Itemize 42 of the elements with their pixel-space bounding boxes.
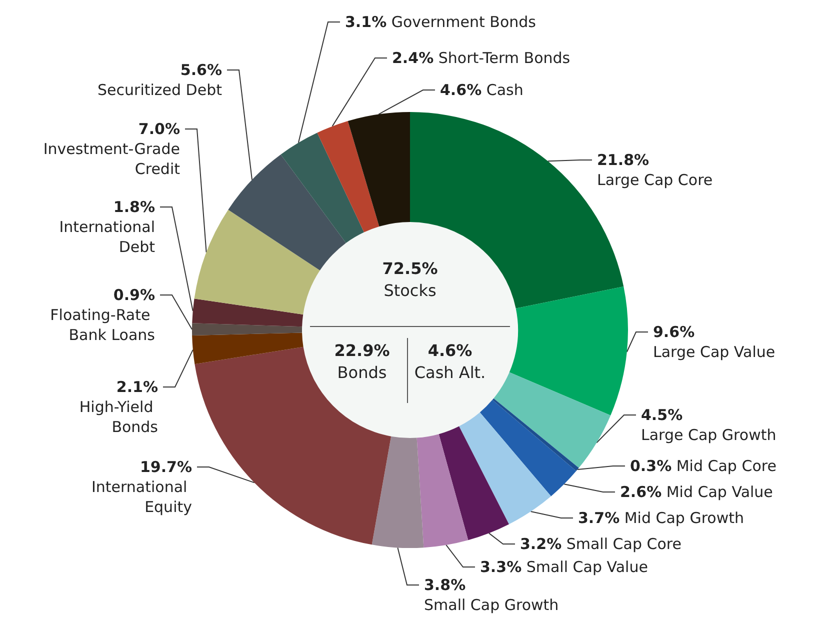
- data-label: 4.6%: [440, 81, 482, 99]
- slice-label: Mid Cap Core: [672, 457, 776, 475]
- slice-label: Floating-Rate Bank Loans: [50, 306, 156, 344]
- slice-label: Small Cap Core: [562, 535, 682, 553]
- slice-label: Short-Term Bonds: [434, 49, 570, 67]
- slice-label: International Equity: [91, 478, 192, 516]
- data-label: 2.1%: [116, 378, 158, 396]
- slice-label: Small Cap Value: [522, 558, 648, 576]
- data-label: 7.0%: [138, 120, 180, 138]
- slice-label: Mid Cap Value: [662, 483, 773, 501]
- slice-label: Investment-Grade Credit: [43, 140, 180, 178]
- data-label: 21.8%: [597, 151, 650, 169]
- slice-label: Large Cap Value: [653, 343, 776, 361]
- text: 4.6%: [428, 341, 472, 360]
- data-label: 5.6%: [180, 61, 222, 79]
- text: 72.5%: [382, 259, 438, 278]
- data-label: 2.4%: [392, 49, 434, 67]
- slice-label: Mid Cap Growth: [620, 509, 744, 527]
- slice-label: International Debt: [59, 218, 156, 256]
- data-label: 0.9%: [113, 286, 155, 304]
- data-label: 3.1%: [345, 13, 387, 31]
- data-label: 2.6%: [620, 483, 662, 501]
- data-label: 1.8%: [113, 198, 155, 216]
- data-label: 3.8%: [424, 576, 466, 594]
- slice-label: Securitized Debt: [98, 81, 222, 99]
- data-label: 3.3%: [480, 558, 522, 576]
- data-label: 4.5%: [641, 406, 683, 424]
- text: Cash Alt.: [414, 363, 486, 382]
- slice-label: High-Yield Bonds: [79, 398, 158, 436]
- data-label: 19.7%: [140, 458, 192, 476]
- data-label: 3.2%: [520, 535, 562, 553]
- slice-label: Government Bonds: [386, 13, 536, 31]
- text: Bonds: [337, 363, 387, 382]
- text: 22.9%: [334, 341, 390, 360]
- slice-label: Large Cap Growth: [641, 426, 776, 444]
- data-label: 3.7%: [578, 509, 620, 527]
- slice-label: Cash: [482, 81, 524, 99]
- slice-label: Small Cap Growth: [424, 596, 559, 614]
- text: Stocks: [384, 281, 436, 300]
- data-label: 9.6%: [653, 323, 695, 341]
- data-label: 0.3%: [630, 457, 672, 475]
- slice-label: Large Cap Core: [597, 171, 713, 189]
